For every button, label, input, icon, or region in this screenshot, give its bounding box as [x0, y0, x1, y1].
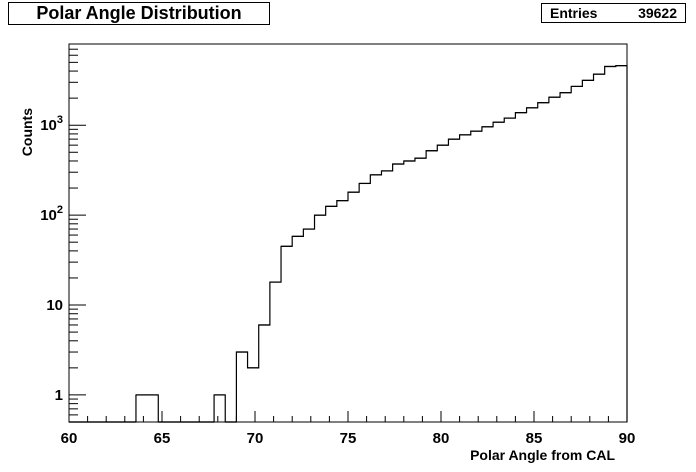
stats-entries-value: 39622: [638, 5, 677, 21]
stats-entries-label: Entries: [550, 5, 598, 21]
x-tick-label: 85: [526, 430, 543, 447]
y-tick-label: 102: [40, 204, 63, 224]
x-tick-label: 75: [340, 430, 357, 447]
stats-box: Entries 39622: [541, 3, 686, 23]
x-tick-label: 90: [619, 430, 636, 447]
plot-frame: [68, 43, 628, 423]
x-tick-label: 80: [433, 430, 450, 447]
x-tick-label: 65: [154, 430, 171, 447]
x-tick-label: 60: [61, 430, 78, 447]
y-tick-label: 103: [40, 114, 63, 134]
x-axis-title: Polar Angle from CAL: [470, 447, 615, 463]
chart-title: Polar Angle Distribution: [36, 3, 242, 23]
y-tick-label: 1: [55, 387, 63, 404]
y-axis-title: Counts: [19, 108, 35, 156]
chart-title-box: Polar Angle Distribution: [8, 2, 270, 25]
y-tick-label: 10: [46, 297, 63, 314]
histogram-outline: [69, 65, 628, 423]
x-tick-label: 70: [247, 430, 264, 447]
